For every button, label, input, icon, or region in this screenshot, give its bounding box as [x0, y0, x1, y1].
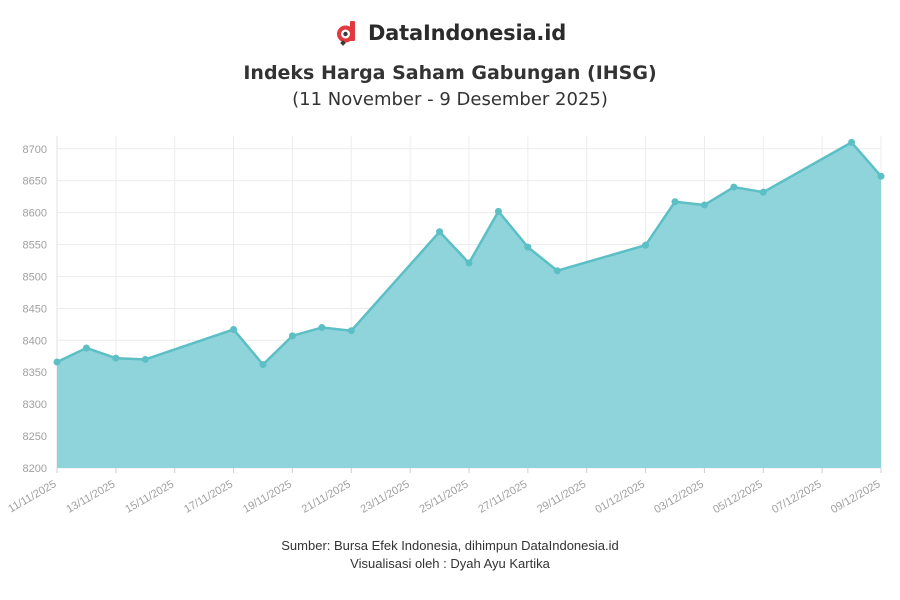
x-tick-label: 27/11/2025	[476, 478, 529, 516]
x-tick-label: 03/12/2025	[652, 478, 706, 516]
data-point	[524, 243, 532, 251]
brand-name: DataIndonesia.id	[367, 21, 567, 45]
x-tick-label: 01/12/2025	[593, 478, 647, 516]
y-tick-label: 8500	[23, 271, 47, 283]
x-tick-label: 29/11/2025	[535, 478, 588, 516]
series-area-fill	[57, 142, 881, 468]
chart-title: Indeks Harga Saham Gabungan (IHSG)	[243, 62, 657, 84]
data-point	[288, 332, 296, 340]
x-tick-label: 09/12/2025	[829, 478, 883, 516]
data-point	[230, 325, 238, 333]
brand-logo: DataIndonesia.id	[0, 20, 900, 46]
x-tick-label: 17/11/2025	[182, 478, 235, 516]
data-point	[700, 201, 708, 209]
data-point	[82, 344, 90, 352]
x-tick-label: 19/11/2025	[241, 478, 294, 516]
y-tick-label: 8400	[23, 335, 47, 347]
y-tick-label: 8300	[23, 399, 47, 411]
y-tick-label: 8550	[23, 240, 47, 252]
chart-subtitle: (11 November - 9 Desember 2025)	[292, 89, 608, 110]
credit-note: Visualisasi oleh : Dyah Ayu Kartika	[350, 556, 550, 571]
data-point	[465, 259, 473, 267]
x-tick-label: 05/12/2025	[711, 478, 765, 516]
data-point	[141, 355, 149, 363]
data-point	[318, 324, 326, 332]
data-point	[53, 358, 61, 366]
data-point	[848, 138, 856, 146]
data-point	[494, 207, 502, 215]
y-tick-label: 8700	[23, 144, 47, 156]
x-tick-label: 15/11/2025	[123, 478, 176, 516]
dataindonesia-logo-icon	[336, 21, 355, 46]
x-tick-label: 07/12/2025	[770, 478, 824, 516]
y-tick-label: 8650	[23, 176, 47, 188]
y-tick-label: 8200	[23, 463, 47, 475]
y-tick-label: 8450	[23, 303, 47, 315]
data-point	[671, 198, 679, 206]
x-tick-label: 21/11/2025	[300, 478, 353, 516]
source-note: Sumber: Bursa Efek Indonesia, dihimpun D…	[281, 538, 619, 553]
y-tick-label: 8250	[23, 431, 47, 443]
y-tick-label: 8350	[23, 367, 47, 379]
data-point	[436, 228, 444, 236]
data-point	[347, 327, 355, 335]
data-point	[112, 354, 120, 362]
data-point	[259, 361, 267, 369]
y-tick-label: 8600	[23, 208, 47, 220]
x-tick-label: 25/11/2025	[418, 478, 471, 516]
data-point	[730, 183, 738, 191]
x-tick-label: 23/11/2025	[359, 478, 412, 516]
data-point	[553, 267, 561, 275]
x-tick-label: 13/11/2025	[64, 478, 117, 516]
data-point	[877, 172, 885, 180]
data-point	[759, 188, 767, 196]
data-point	[642, 241, 650, 249]
x-tick-label: 11/11/2025	[6, 478, 58, 515]
